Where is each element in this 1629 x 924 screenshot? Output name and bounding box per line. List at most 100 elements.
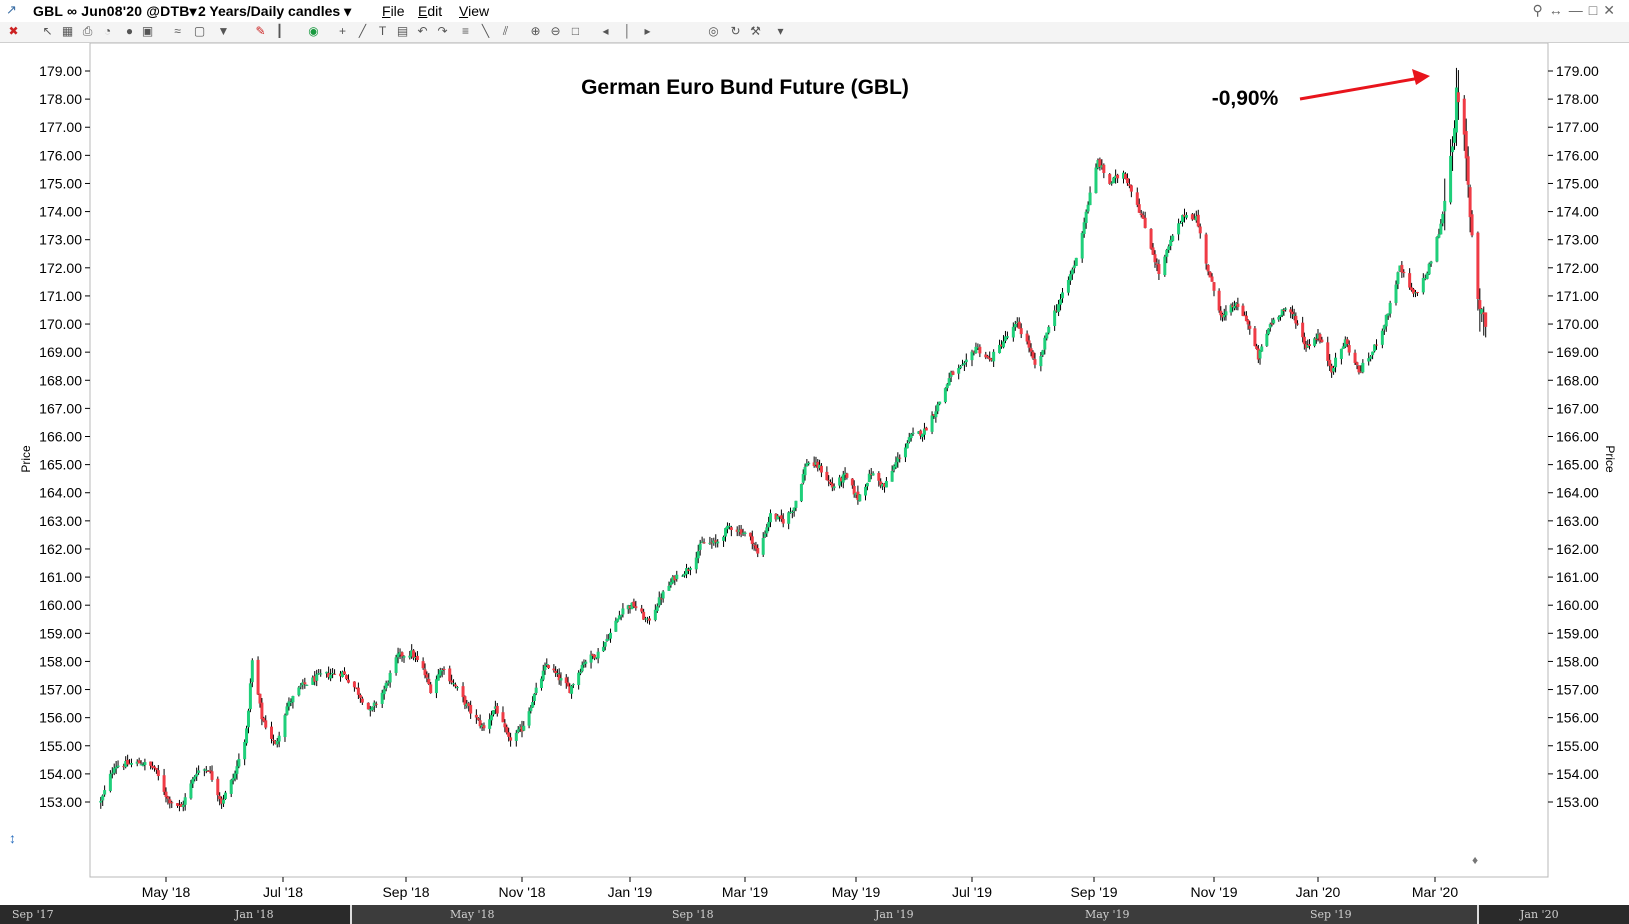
layout-icon[interactable]: ▣ (141, 24, 154, 38)
candle-up (943, 388, 947, 403)
text-icon[interactable]: T (378, 24, 387, 38)
candle-up (1386, 313, 1390, 316)
window-controls[interactable]: ⚲↔―□✕ (1533, 2, 1621, 19)
candle-down (1270, 323, 1274, 325)
candle-down (260, 702, 264, 720)
restore-icon[interactable]: □ (1588, 2, 1604, 18)
fib-icon[interactable]: ≡ (461, 24, 469, 38)
candle-down (673, 576, 677, 581)
refresh-icon[interactable]: ↻ (730, 24, 741, 38)
grid-icon[interactable]: ▦ (61, 24, 74, 38)
candle-up (1441, 214, 1445, 224)
link-icon[interactable]: ⚲ (1532, 2, 1549, 18)
bar-type-icon[interactable]: ┃ (275, 24, 284, 38)
candle-up (1039, 356, 1043, 367)
redo-icon[interactable]: ↷ (437, 24, 448, 38)
circle-icon[interactable]: ● (125, 24, 134, 38)
scroll-right-icon[interactable]: ▸ (644, 24, 651, 38)
candle-down (469, 704, 473, 714)
channel-icon[interactable]: ⫽ (502, 24, 509, 38)
dropdown-icon[interactable]: ▾ (777, 24, 784, 38)
zoom-out-icon[interactable]: ⊖ (550, 24, 561, 38)
y-tick-label: 167.00 (1556, 400, 1599, 416)
candle-up (578, 671, 582, 674)
candle-up (490, 715, 494, 721)
template-icon[interactable]: ▢ (193, 24, 206, 38)
lock-icon[interactable]: ↔ (1548, 2, 1569, 18)
candle-up (938, 401, 942, 405)
candle-down (412, 650, 416, 658)
candle-down (122, 766, 126, 768)
period-selector[interactable]: 2 Years/Daily candles ▾ (198, 3, 352, 19)
candle-up (646, 618, 650, 620)
candle-down (374, 703, 378, 705)
candle-down (206, 770, 210, 772)
candle-up (402, 656, 406, 658)
zoom-in-icon[interactable]: ⊕ (530, 24, 541, 38)
candle-up (881, 483, 885, 487)
close-icon[interactable]: ✖ (8, 24, 19, 38)
indicator-icon[interactable]: ◉ (308, 24, 319, 38)
candle-down (152, 766, 156, 769)
candle-up (890, 470, 894, 482)
chart-area[interactable]: 153.00 154.00 155.00 156.00 157.00 158.00 159.… (0, 42, 1629, 901)
close-window-icon[interactable]: ✕ (1603, 2, 1621, 18)
candle-down (1116, 174, 1120, 179)
candle-up (410, 650, 414, 657)
crosshair-icon[interactable]: + (338, 24, 346, 38)
candle-up (101, 795, 105, 801)
candle-down (879, 481, 883, 486)
candle-down (271, 739, 275, 741)
menu-edit[interactable]: Edit (418, 3, 443, 19)
arrow-down-icon[interactable]: ▼ (217, 24, 230, 38)
candle-up (1480, 309, 1484, 314)
scroll-center-icon[interactable]: │ (623, 24, 632, 38)
candle-up (315, 674, 319, 681)
overview-window[interactable] (350, 905, 1479, 924)
candle-down (164, 791, 168, 797)
annotation-arrow (1299, 76, 1421, 101)
label-icon[interactable]: ▤ (396, 24, 409, 38)
menu-file[interactable]: File (382, 3, 405, 19)
candle-up (741, 532, 745, 534)
fit-icon[interactable]: □ (571, 24, 580, 38)
globe-icon[interactable]: ◎ (708, 24, 719, 38)
scroll-handle-icon[interactable]: ↕ (9, 830, 16, 846)
line-tool-icon[interactable]: ╱ (358, 24, 367, 38)
candle-up (818, 464, 822, 469)
overview-date-label: Sep '17 (12, 908, 54, 921)
time-overview-scrollbar[interactable]: Sep '17 Jan '18 May '18 Sep '18 Jan '19 May '… (0, 905, 1629, 924)
candle-up (1177, 223, 1181, 235)
chart-icon[interactable]: ◔ (103, 24, 112, 38)
candle-down (1219, 310, 1223, 316)
candle-down (1375, 344, 1378, 346)
print-icon[interactable]: ⎙ (82, 24, 93, 38)
candle-down (628, 605, 632, 609)
undo-icon[interactable]: ↶ (417, 24, 428, 38)
candle-down (346, 679, 350, 683)
candle-down (1143, 217, 1147, 228)
candle-up (683, 573, 687, 576)
candle-up (930, 415, 934, 432)
candle-up (905, 443, 909, 449)
overview-date-label: May '19 (1085, 908, 1130, 921)
scroll-left-icon[interactable]: ◂ (602, 24, 609, 38)
pointer-icon[interactable]: ↖ (42, 24, 53, 38)
menu-view[interactable]: View (459, 3, 490, 19)
candle-down (714, 540, 718, 543)
compare-icon[interactable]: ≈ (174, 24, 181, 38)
draw-icon[interactable]: ✎ (255, 24, 266, 38)
candle-up (871, 473, 875, 476)
candle-up (959, 366, 963, 369)
candle-down (1149, 228, 1153, 249)
symbol-selector[interactable]: GBL ∞ Jun08'20 @DTB▾ (33, 3, 197, 19)
settings-icon[interactable]: ⚒ (750, 24, 761, 38)
candle-up (698, 543, 702, 550)
trendline-icon[interactable]: ╲ (481, 24, 490, 38)
candle-down (1462, 98, 1466, 135)
candle-up (112, 768, 116, 773)
candle-up (803, 467, 807, 476)
minimize-icon[interactable]: ― (1568, 2, 1589, 18)
candle-up (653, 609, 657, 621)
price-chart[interactable]: 153.00 154.00 155.00 156.00 157.00 158.00 159.… (0, 42, 1629, 901)
